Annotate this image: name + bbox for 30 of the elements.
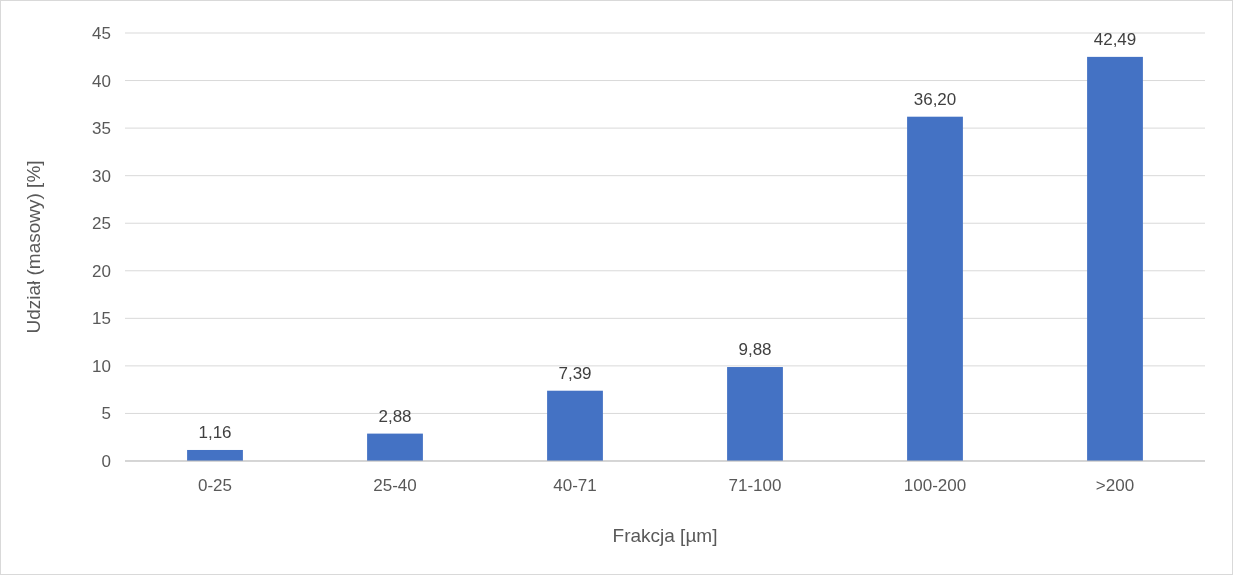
data-label: 7,39	[558, 363, 592, 383]
x-tick-label: >200	[1095, 476, 1135, 495]
x-tick-label: 40-71	[553, 476, 597, 495]
bar	[547, 390, 603, 461]
x-tick-label: 25-40	[373, 476, 417, 495]
y-tick-label: 45	[92, 23, 111, 43]
data-label: 36,20	[913, 89, 957, 109]
y-tick-label: 10	[92, 356, 111, 376]
y-tick-label: 25	[92, 214, 111, 234]
y-axis-title: Udział (masowy) [%]	[23, 160, 44, 334]
y-tick-label: 20	[92, 261, 111, 281]
data-label: 2,88	[378, 406, 412, 426]
y-tick-label: 15	[92, 309, 111, 329]
y-tick-label: 40	[92, 71, 111, 91]
x-tick-label: 100-200	[903, 476, 967, 495]
x-tick-label: 71-100	[728, 476, 782, 495]
bar	[727, 367, 783, 461]
y-tick-label: 35	[92, 119, 111, 139]
y-tick-label: 5	[101, 404, 111, 424]
bar	[187, 449, 243, 461]
bar	[907, 116, 963, 461]
x-tick-label: 0-25	[197, 476, 233, 495]
y-tick-label: 30	[92, 166, 111, 186]
data-label: 9,88	[738, 340, 772, 360]
y-tick-label: 0	[101, 451, 111, 471]
bar	[1087, 56, 1143, 461]
data-label: 1,16	[198, 422, 232, 442]
x-axis-title: Frakcja [µm]	[612, 525, 718, 546]
data-label: 42,49	[1093, 29, 1137, 49]
bar	[367, 433, 423, 461]
